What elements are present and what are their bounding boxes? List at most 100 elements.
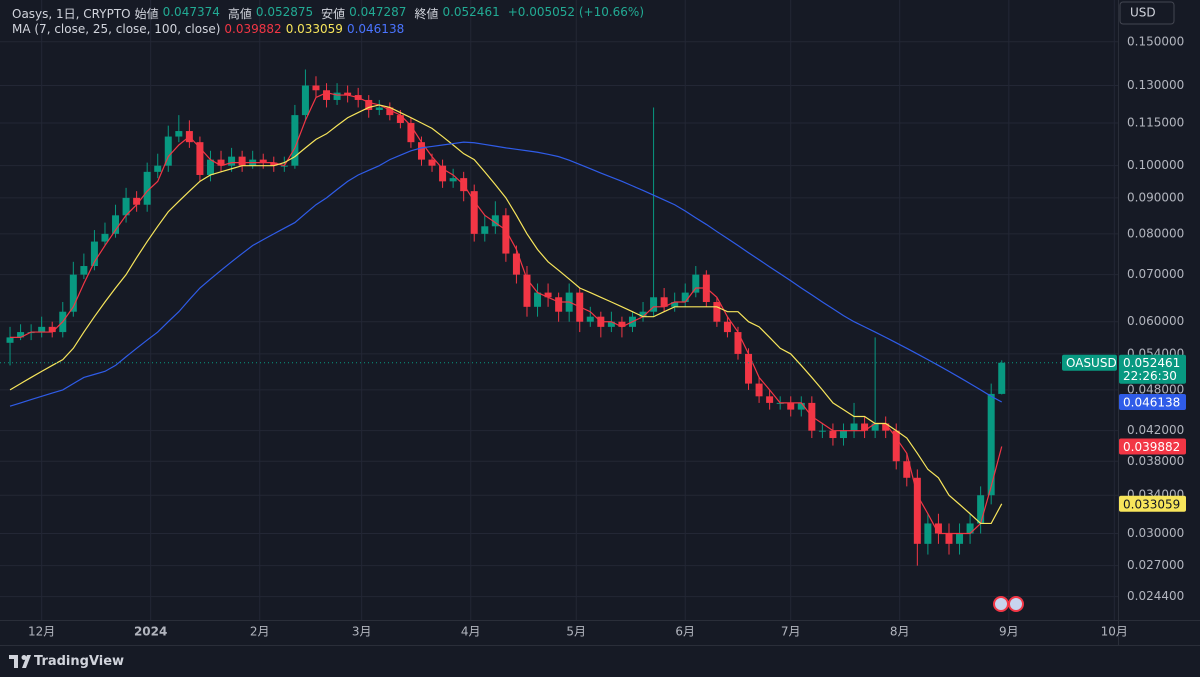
candle-body (270, 162, 278, 166)
candle-body (238, 156, 246, 166)
ohlc-label: 始値 (134, 7, 159, 21)
candle-body (892, 430, 900, 462)
ma-value: 0.033059 (285, 22, 343, 36)
candle-body (745, 353, 753, 384)
y-tick-label: 0.060000 (1127, 314, 1184, 328)
candle-body (259, 159, 267, 163)
candle-body (723, 321, 731, 333)
axes: 0.150000 0.130000 0.115000 0.100000 0.090000… (0, 0, 1200, 645)
candle-body (491, 215, 499, 227)
symbol-box (1062, 354, 1117, 371)
candle-body (481, 226, 489, 234)
x-tick-label: 10月 (1101, 625, 1128, 639)
currency-button[interactable] (1119, 1, 1175, 25)
candle-body (301, 85, 309, 116)
candle-body (534, 292, 542, 307)
candle-body (38, 326, 46, 333)
candle-body (90, 241, 98, 267)
ohlc-value: 0.052461 (442, 5, 500, 19)
candle-body (660, 297, 668, 307)
candle-body (196, 142, 204, 175)
x-tick-label: 8月 (890, 625, 910, 639)
price-box-label: 0.046138 (1123, 395, 1180, 409)
ohlc-label: 安値 (321, 7, 346, 21)
price-box-label: 0.033059 (1123, 497, 1180, 511)
candle-body (333, 92, 341, 100)
event-icon[interactable] (1008, 596, 1024, 612)
x-tick-label: 3月 (352, 625, 372, 639)
candle-body (861, 423, 869, 431)
y-tick-label: 0.090000 (1127, 190, 1184, 204)
candle-body (998, 362, 1006, 394)
price-box (1119, 354, 1186, 384)
candle-body (291, 115, 299, 166)
candle-body (839, 430, 847, 439)
y-tick-label: 0.130000 (1127, 78, 1184, 92)
event-icon[interactable] (993, 596, 1009, 612)
candle-body (692, 274, 700, 293)
x-tick-label: 7月 (781, 625, 801, 639)
candle-body (396, 115, 404, 123)
candle-body (977, 495, 985, 524)
y-tick-label: 0.038000 (1127, 454, 1184, 468)
price-box (1119, 495, 1186, 512)
y-tick-label: 0.024400 (1127, 589, 1184, 603)
candle-body (966, 523, 974, 534)
candle-body (228, 156, 236, 166)
ohlc-label: 終値 (414, 7, 439, 21)
y-tick-label: 0.115000 (1127, 115, 1184, 129)
symbol-title: Oasys, 1日, CRYPTO (12, 7, 131, 21)
x-tick-label: 6月 (675, 625, 695, 639)
candle-body (154, 165, 162, 172)
brand: TradingView (34, 654, 125, 669)
ma-line (10, 92, 1003, 535)
price-box-label: 0.052461 (1123, 356, 1180, 370)
candle-body (850, 423, 858, 431)
candle-body (797, 402, 805, 410)
y-tick-label: 0.150000 (1127, 34, 1184, 48)
y-tick-label: 0.030000 (1127, 526, 1184, 540)
ma-value: 0.046138 (346, 22, 405, 36)
ma-line (9, 141, 1003, 407)
candle-body (882, 423, 890, 431)
price-box (1119, 438, 1186, 455)
candle-body (755, 383, 763, 397)
legend-ma: MA (7, close, 25, close, 100, close) 0.0… (12, 22, 404, 36)
price-box (1119, 393, 1186, 410)
candle-body (713, 302, 721, 322)
candle-body (945, 533, 953, 544)
candle-body (671, 302, 679, 307)
candle-body (48, 326, 56, 333)
y-tick-label: 0.027000 (1127, 558, 1184, 572)
candle-body (449, 178, 457, 182)
price-box-label: 0.039882 (1123, 440, 1180, 454)
chart: 0.150000 0.130000 0.115000 0.100000 0.090000… (0, 0, 1200, 645)
candle-body (607, 321, 615, 327)
logo (9, 655, 31, 668)
candle-body (924, 523, 932, 544)
candle-body (470, 191, 478, 234)
candle-body (934, 523, 942, 534)
candle-body (101, 233, 109, 242)
plot (0, 69, 1118, 566)
candle-body (681, 292, 689, 303)
y-tick-label: 0.048000 (1127, 382, 1184, 396)
candle-body (818, 430, 826, 432)
candle-body (6, 337, 14, 343)
ohlc-value: 0.052875 (255, 5, 314, 19)
y-tick-label: 0.100000 (1127, 158, 1184, 172)
candle-body (956, 533, 964, 544)
candle-body (143, 171, 151, 205)
candle-body (365, 99, 373, 110)
currency[interactable]: USD (1130, 6, 1156, 20)
ma-legend: MA (7, close, 25, close, 100, close) (12, 22, 221, 36)
candle-body (903, 461, 911, 478)
change: +0.005052 (+10.66%) (507, 5, 645, 19)
ma-value: 0.039882 (224, 22, 282, 36)
candle-body (344, 92, 352, 96)
candle-body (386, 107, 394, 116)
candle-body (17, 332, 25, 338)
candle-body (586, 316, 594, 322)
candle-body (523, 274, 531, 307)
